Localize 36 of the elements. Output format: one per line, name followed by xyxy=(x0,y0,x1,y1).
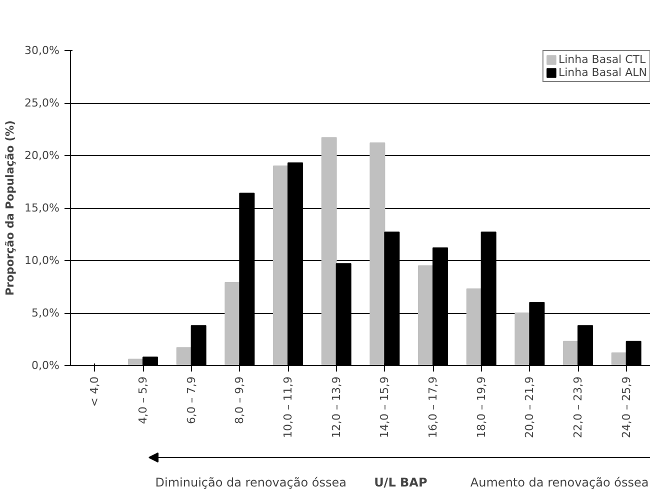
x-tick-label: 14,0 – 15,9 xyxy=(378,376,392,438)
bar xyxy=(321,137,337,366)
y-tick-label: 5,0% xyxy=(32,306,60,320)
bar xyxy=(611,352,627,366)
y-tick-label: 30,0% xyxy=(24,44,60,57)
bar xyxy=(273,166,288,366)
y-tick-label: 20,0% xyxy=(24,149,60,162)
x-tick-label: 4,0 – 5,9 xyxy=(136,376,150,424)
legend-label: Linha Basal ALN xyxy=(558,66,647,79)
x-axis-title: U/L BAP xyxy=(374,476,428,490)
y-tick-label: 0,0% xyxy=(32,359,60,372)
x-tick-label: 18,0 – 19,9 xyxy=(474,376,488,438)
bar xyxy=(466,288,482,366)
x-tick-label: 20,0 – 21,9 xyxy=(523,376,536,438)
text: Diminuição da renovação óssea xyxy=(155,476,346,490)
bar xyxy=(370,142,386,366)
bar xyxy=(418,265,434,366)
y-axis-title: Proporção da População (%) xyxy=(4,120,17,296)
x-tick-label: 24,0 – 25,9 xyxy=(620,376,633,438)
x-tick-label: 8,0 – 9,9 xyxy=(233,376,246,424)
text: Aumento da renovação óssea xyxy=(470,476,649,490)
bar xyxy=(224,282,240,366)
x-tick-label: 6,0 – 7,9 xyxy=(184,376,198,424)
x-tick-label: 12,0 – 13,9 xyxy=(330,376,343,438)
bar xyxy=(563,340,578,366)
y-tick-label: 25,0% xyxy=(24,96,60,110)
y-tick-label: 15,0% xyxy=(24,202,60,214)
bar xyxy=(128,358,144,366)
x-tick-label: < 4,0 xyxy=(88,376,102,407)
x-tick-label: 22,0 – 23,9 xyxy=(572,376,584,438)
y-tick-label: 10,0% xyxy=(24,254,60,267)
x-tick-label: 16,0 – 17,9 xyxy=(426,376,440,438)
bar xyxy=(514,312,530,366)
legend-label: Linha Basal CTL xyxy=(558,53,646,66)
x-tick-label: 10,0 – 11,9 xyxy=(282,376,294,438)
bar xyxy=(176,347,192,366)
